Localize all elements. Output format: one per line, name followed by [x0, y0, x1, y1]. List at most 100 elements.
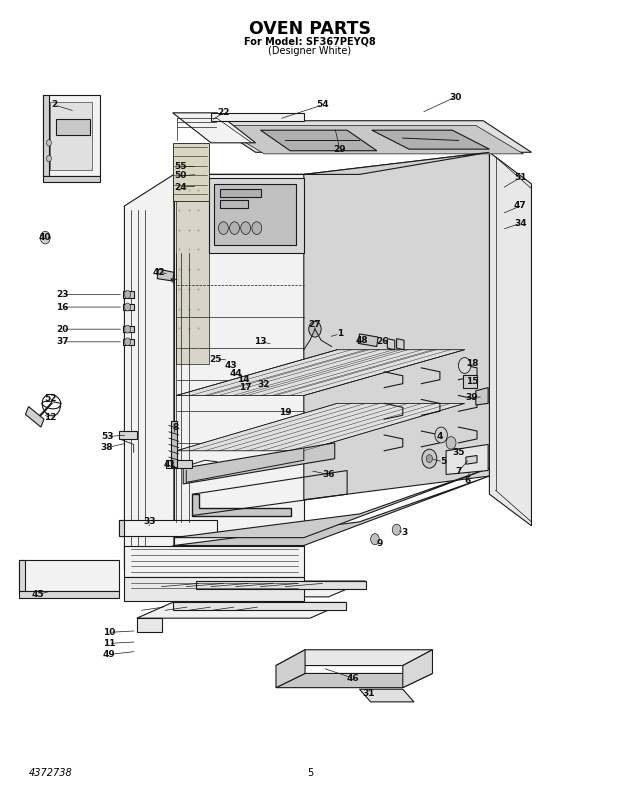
Polygon shape: [120, 520, 217, 536]
Text: 15: 15: [466, 377, 478, 386]
Polygon shape: [220, 199, 248, 207]
Text: 35: 35: [452, 448, 465, 457]
Polygon shape: [174, 476, 489, 546]
Polygon shape: [123, 339, 134, 345]
Text: 44: 44: [229, 369, 242, 378]
Text: 38: 38: [101, 443, 113, 452]
Circle shape: [458, 358, 471, 373]
Polygon shape: [195, 581, 366, 589]
Text: 33: 33: [143, 517, 156, 526]
Polygon shape: [463, 375, 477, 388]
Polygon shape: [174, 153, 489, 174]
Text: 25: 25: [210, 354, 222, 364]
Polygon shape: [120, 520, 125, 536]
Text: 39: 39: [466, 392, 479, 402]
Polygon shape: [276, 649, 433, 665]
Text: 45: 45: [32, 590, 44, 599]
Text: 5: 5: [307, 768, 313, 778]
Text: 23: 23: [56, 290, 69, 299]
Text: 6: 6: [464, 476, 471, 485]
Text: 51: 51: [514, 173, 526, 182]
Polygon shape: [56, 119, 91, 135]
Text: 4372738: 4372738: [29, 768, 73, 778]
Circle shape: [241, 221, 250, 234]
Polygon shape: [403, 649, 433, 687]
Circle shape: [125, 303, 131, 311]
Polygon shape: [211, 113, 304, 121]
Circle shape: [125, 325, 131, 333]
Circle shape: [309, 321, 321, 337]
Text: 41: 41: [164, 460, 177, 470]
Text: 24: 24: [174, 183, 187, 191]
Polygon shape: [466, 456, 477, 464]
Polygon shape: [214, 184, 296, 245]
Text: 46: 46: [347, 674, 360, 683]
Polygon shape: [123, 304, 134, 310]
Polygon shape: [476, 388, 488, 405]
Polygon shape: [137, 603, 346, 619]
Text: 20: 20: [56, 324, 69, 334]
Polygon shape: [217, 126, 523, 154]
Circle shape: [371, 534, 379, 545]
Polygon shape: [176, 178, 208, 364]
Text: 4: 4: [436, 432, 443, 441]
Text: 48: 48: [356, 335, 368, 345]
Text: 9: 9: [376, 539, 383, 548]
Text: 18: 18: [466, 359, 478, 369]
Polygon shape: [489, 153, 531, 526]
Polygon shape: [43, 96, 49, 176]
Text: 17: 17: [239, 383, 251, 392]
Polygon shape: [372, 131, 489, 149]
Circle shape: [218, 221, 228, 234]
Polygon shape: [125, 577, 304, 601]
Text: 3: 3: [401, 528, 407, 537]
Text: (Designer White): (Designer White): [268, 46, 352, 56]
Circle shape: [446, 437, 456, 449]
Text: 31: 31: [363, 690, 375, 698]
Text: 42: 42: [152, 268, 165, 277]
Polygon shape: [176, 403, 464, 451]
Text: 30: 30: [449, 93, 461, 101]
Text: 43: 43: [224, 361, 237, 370]
Polygon shape: [174, 174, 304, 546]
Polygon shape: [50, 102, 92, 170]
Text: 10: 10: [103, 628, 115, 637]
Text: 37: 37: [56, 337, 69, 346]
Text: OVEN PARTS: OVEN PARTS: [249, 20, 371, 38]
Polygon shape: [157, 269, 174, 281]
Text: 54: 54: [316, 100, 329, 109]
Circle shape: [125, 290, 131, 298]
Polygon shape: [208, 178, 304, 253]
Text: 34: 34: [514, 219, 526, 228]
Text: 29: 29: [334, 145, 346, 153]
Text: 27: 27: [309, 320, 321, 329]
Circle shape: [40, 231, 50, 244]
Polygon shape: [276, 673, 433, 687]
Polygon shape: [397, 339, 404, 350]
Polygon shape: [123, 291, 134, 297]
Polygon shape: [220, 188, 260, 196]
Text: 55: 55: [174, 162, 187, 171]
Polygon shape: [446, 445, 488, 475]
Polygon shape: [123, 326, 134, 332]
Polygon shape: [125, 546, 304, 577]
Polygon shape: [19, 560, 25, 592]
Text: For Model: SF367PEYQ8: For Model: SF367PEYQ8: [244, 36, 376, 47]
Polygon shape: [159, 581, 366, 597]
Polygon shape: [171, 421, 177, 467]
Text: 13: 13: [254, 337, 267, 346]
Polygon shape: [172, 603, 346, 611]
Text: 53: 53: [101, 432, 113, 441]
Polygon shape: [19, 592, 120, 598]
Polygon shape: [260, 131, 377, 151]
Circle shape: [392, 524, 401, 536]
Polygon shape: [172, 143, 208, 201]
Polygon shape: [176, 350, 464, 396]
Text: 11: 11: [103, 639, 115, 648]
Polygon shape: [43, 96, 100, 176]
Polygon shape: [304, 153, 489, 500]
Polygon shape: [183, 443, 335, 484]
Polygon shape: [137, 619, 162, 632]
Text: 1: 1: [337, 329, 343, 339]
Polygon shape: [208, 121, 531, 153]
